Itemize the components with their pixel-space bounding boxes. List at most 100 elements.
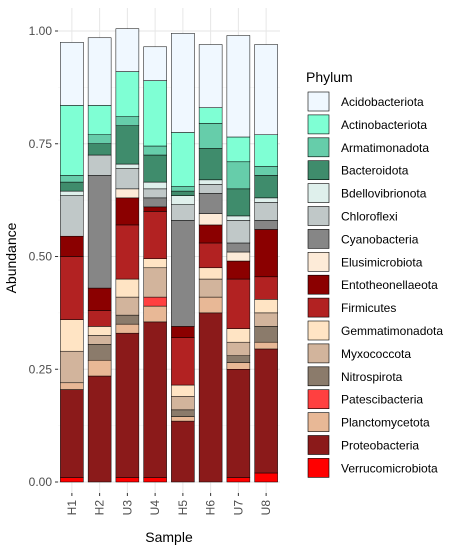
bar-segment-entotheonellaeota	[115, 197, 140, 226]
legend-item-firmicutes: Firmicutes	[307, 297, 396, 318]
legend-item-gemmatimonadota: Gemmatimonadota	[307, 320, 443, 341]
bar-segment-entotheonellaeota	[143, 206, 167, 212]
bar-segment-firmicutes	[226, 278, 251, 329]
y-tick-label: 0.00	[29, 475, 53, 489]
bar-segment-verrucomicrobiota	[60, 477, 84, 483]
bar-segment-armatimonadota	[198, 123, 223, 149]
bar-segment-planctomycetota	[143, 305, 167, 323]
bar-segment-chloroflexi	[115, 168, 140, 190]
bar-segment-bdellovibrionota	[60, 190, 84, 196]
y-tick-label: 0.75	[29, 137, 53, 151]
bar-segment-actinobacteriota	[60, 105, 84, 176]
bar-segment-actinobacteriota	[87, 105, 112, 135]
bar-segment-proteobacteria	[254, 348, 278, 474]
bar-segment-actinobacteriota	[171, 132, 195, 187]
bar-segment-gemmatimonadota	[143, 258, 167, 269]
bar-segment-entotheonellaeota	[87, 287, 112, 311]
legend-key	[307, 160, 330, 180]
bar-segment-firmicutes	[143, 211, 167, 260]
bar-segment-gemmatimonadota	[198, 267, 223, 280]
bar-segment-myxococcota	[226, 341, 251, 356]
bar-segment-chloroflexi	[171, 204, 195, 221]
legend-key	[307, 183, 330, 203]
bar-segment-proteobacteria	[226, 369, 251, 478]
y-axis-title: Abundance	[3, 222, 19, 293]
y-tick-label: 0.25	[29, 362, 53, 376]
legend-label: Entotheonellaeota	[341, 278, 438, 292]
bar-segment-armatimonadota	[87, 134, 112, 144]
bar-stack-u3	[115, 28, 140, 483]
legend-key	[307, 389, 330, 410]
y-tick-label: 0.50	[29, 250, 53, 264]
bar-segment-chloroflexi	[226, 220, 251, 244]
bar-segment-myxococcota	[115, 296, 140, 316]
bar-segment-myxococcota	[87, 335, 112, 345]
bar-segment-chloroflexi	[60, 195, 84, 237]
bar-segment-bdellovibrionota	[143, 181, 167, 190]
legend-label: Cyanobacteria	[341, 232, 419, 246]
legend-key	[307, 297, 330, 318]
bar-segment-cyanobacteria	[171, 220, 195, 327]
x-tick-label: U7	[231, 500, 245, 516]
bars-group	[60, 28, 278, 483]
bar-segment-verrucomicrobiota	[226, 477, 251, 483]
bar-segment-acidobacteriota	[254, 44, 278, 135]
bar-segment-gemmatimonadota	[115, 278, 140, 298]
x-tick-label: H2	[93, 500, 107, 516]
bar-segment-bdellovibrionota	[226, 215, 251, 221]
bar-segment-myxococcota	[198, 278, 223, 298]
y-axis-ticks: 0.00 0.25 0.50 0.75 1.00	[29, 24, 58, 489]
bar-stack-h5	[171, 33, 195, 483]
legend-key	[307, 458, 330, 478]
bar-segment-planctomycetota	[60, 382, 84, 390]
bar-segment-bacteroidota	[143, 154, 167, 183]
bar-stack-h1	[60, 42, 84, 483]
bar-segment-planctomycetota	[115, 323, 140, 334]
bar-segment-bacteroidota	[87, 143, 112, 156]
bar-segment-chloroflexi	[87, 154, 112, 176]
bar-segment-firmicutes	[87, 310, 112, 327]
bar-segment-armatimonadota	[60, 175, 84, 183]
bar-segment-acidobacteriota	[87, 37, 112, 106]
bar-segment-chloroflexi	[254, 202, 278, 221]
legend-label: Armatimonadota	[341, 141, 429, 155]
bar-segment-armatimonadota	[171, 186, 195, 192]
bar-segment-entotheonellaeota	[171, 326, 195, 338]
bar-segment-elusimicrobiota	[198, 213, 223, 226]
bar-segment-bacteroidota	[198, 148, 223, 181]
legend-key	[307, 252, 330, 272]
x-axis-ticks: H1 H2 U3 U4 H5 H6 U7 U8	[65, 493, 273, 515]
legend-key	[307, 114, 330, 135]
legend-key	[307, 435, 330, 455]
legend-item-patescibacteria: Patescibacteria	[307, 389, 423, 410]
bar-segment-proteobacteria	[60, 389, 84, 478]
bar-segment-entotheonellaeota	[60, 235, 84, 257]
bar-segment-cyanobacteria	[143, 197, 167, 208]
bar-segment-patescibacteria	[143, 296, 167, 307]
bar-segment-bdellovibrionota	[254, 197, 278, 203]
legend-item-chloroflexi: Chloroflexi	[307, 206, 398, 226]
bar-segment-proteobacteria	[198, 312, 223, 483]
legend-label: Planctomycetota	[341, 416, 430, 430]
bar-segment-bacteroidota	[171, 190, 195, 196]
legend-key	[307, 206, 330, 226]
x-tick-label: H1	[65, 500, 79, 516]
bar-segment-nitrospirota	[254, 326, 278, 343]
bar-segment-acidobacteriota	[60, 42, 84, 106]
legend-key	[307, 137, 330, 158]
legend-key	[307, 274, 330, 295]
legend-label: Nitrospirota	[341, 370, 403, 384]
bar-segment-firmicutes	[60, 256, 84, 320]
bar-segment-myxococcota	[143, 267, 167, 298]
legend-key	[307, 91, 330, 112]
bar-segment-cyanobacteria	[87, 175, 112, 289]
bar-segment-cyanobacteria	[226, 242, 251, 253]
bar-segment-acidobacteriota	[143, 46, 167, 81]
legend-item-verrucomicrobiota: Verrucomicrobiota	[307, 458, 438, 478]
bar-segment-gemmatimonadota	[171, 384, 195, 397]
bar-segment-armatimonadota	[115, 116, 140, 126]
bar-segment-elusimicrobiota	[226, 251, 251, 262]
bar-segment-gemmatimonadota	[60, 319, 84, 352]
bar-segment-armatimonadota	[254, 166, 278, 176]
